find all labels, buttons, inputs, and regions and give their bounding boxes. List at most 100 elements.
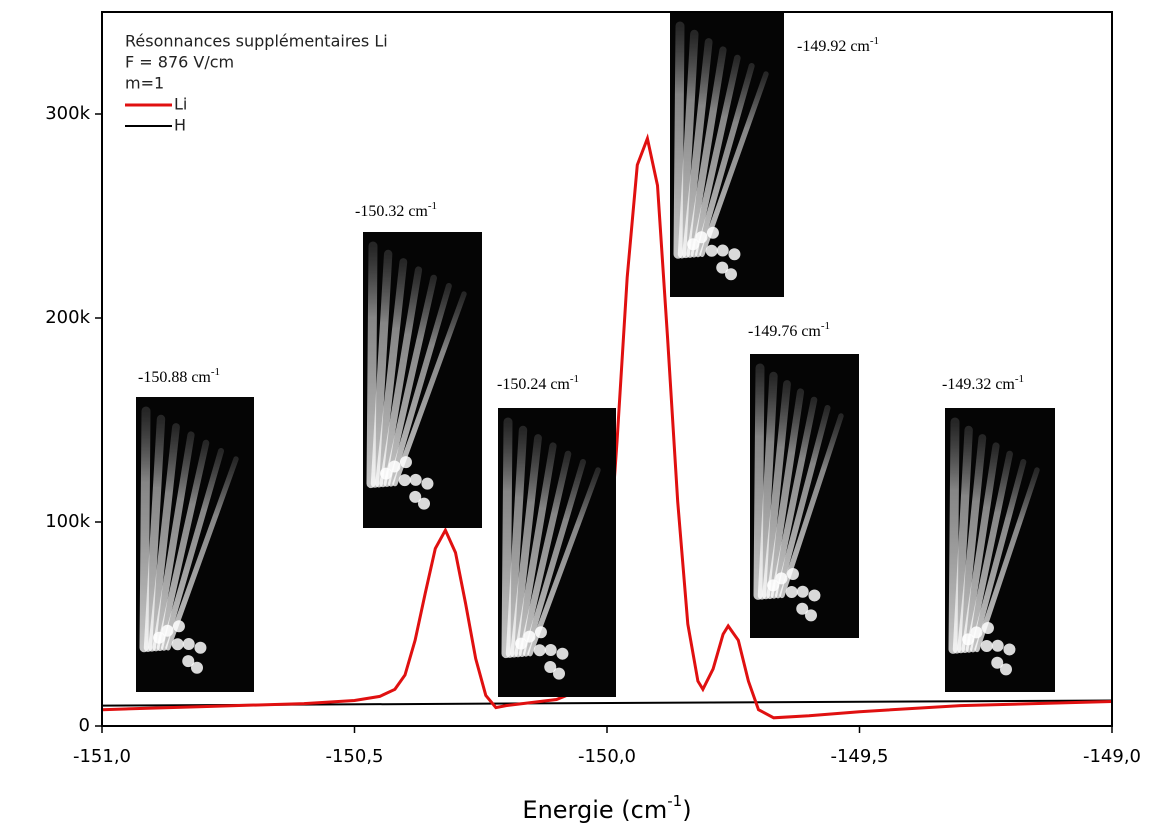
inset-blob	[786, 567, 799, 580]
inset-ray	[775, 405, 831, 599]
inset-blob	[785, 585, 798, 598]
inset-label-text: -150.32 cm	[355, 203, 428, 220]
inset-blob	[805, 609, 817, 622]
inset-blob	[534, 626, 547, 639]
inset-blob	[796, 585, 809, 598]
inset-label: -149.92 cm-1	[797, 35, 879, 55]
inset-blob	[706, 226, 719, 239]
y-tick-label: 0	[79, 715, 90, 736]
inset-blob	[728, 248, 741, 261]
inset-label-sup: -1	[1015, 373, 1024, 385]
inset-label-sup: -1	[211, 366, 220, 378]
inset-ray	[682, 38, 713, 259]
inset-ray	[952, 425, 973, 654]
inset-label-sup: -1	[821, 320, 830, 332]
inset-ray	[161, 448, 224, 651]
legend-title: F = 876 V/cm	[125, 53, 234, 72]
inset-ray	[695, 63, 755, 258]
inset-blob	[515, 637, 527, 650]
inset-blob	[380, 467, 392, 480]
x-tick-label: -151,0	[73, 746, 131, 767]
inset-label-text: -149.92 cm	[797, 38, 870, 55]
inset-label-sup: -1	[870, 35, 879, 47]
inset-blob	[182, 638, 195, 651]
inset-ray	[501, 417, 513, 659]
inset-ray	[148, 423, 180, 652]
inset-blob	[544, 643, 557, 656]
inset-blob	[991, 656, 1004, 669]
inset-ray	[370, 249, 393, 488]
inset-ray	[165, 456, 239, 651]
inset-blob	[194, 641, 207, 654]
inset-ray	[965, 450, 1013, 653]
inset-blob	[182, 655, 195, 668]
inset-blob	[970, 626, 983, 639]
x-axis-label: Energie (cm-1)	[522, 792, 691, 825]
inset-blob	[808, 589, 821, 602]
inset-blob	[687, 238, 699, 251]
inset-blob	[796, 602, 809, 615]
inset-label-text: -150.88 cm	[138, 369, 211, 386]
inset-ray	[375, 258, 408, 488]
inset-ray	[379, 266, 423, 488]
inset-label-text: -149.76 cm	[748, 323, 821, 340]
inset-blob	[556, 647, 569, 660]
inset-blob	[767, 579, 779, 592]
inset-blob	[153, 631, 165, 644]
inset-ray	[779, 413, 844, 599]
inset-blob	[398, 474, 411, 487]
inset-ray	[527, 467, 601, 657]
inset-blob	[172, 620, 185, 633]
inset-ray	[766, 388, 805, 600]
inset-ray	[383, 274, 437, 487]
inset-blob	[409, 490, 422, 503]
inset-blob	[544, 660, 557, 673]
inset-ray	[388, 283, 452, 487]
x-tick-label: -150,0	[578, 746, 636, 767]
inset-blob	[725, 268, 737, 281]
inset-ray	[152, 431, 195, 652]
inset-ray	[948, 417, 960, 654]
inset-ray	[143, 414, 166, 652]
inset-blob	[705, 244, 718, 257]
inset-ray	[677, 29, 699, 259]
inset-label: -149.32 cm-1	[942, 373, 1024, 393]
inset-ray	[518, 450, 572, 657]
inset-blob	[421, 477, 434, 490]
inset-blob	[980, 639, 993, 652]
inset-blob	[716, 261, 729, 274]
inset-label: -150.32 cm-1	[355, 200, 437, 220]
inset-ray	[510, 434, 542, 658]
inset-blob	[523, 630, 536, 643]
inset-label-text: -150.24 cm	[497, 376, 570, 393]
inset-blob	[991, 639, 1004, 652]
inset-ray	[961, 442, 1000, 654]
inset-ray	[757, 371, 778, 600]
legend-label: Li	[174, 95, 187, 114]
x-label-text: Energie (cm	[522, 796, 667, 824]
x-tick-label: -149,0	[1083, 746, 1141, 767]
inset-blob	[409, 473, 422, 486]
inset-label: -150.24 cm-1	[497, 373, 579, 393]
x-label-sup: -1	[667, 792, 682, 810]
legend-title: m=1	[125, 74, 164, 93]
plot-frame	[101, 11, 1113, 727]
inset-blob	[981, 621, 994, 634]
inset-blob	[775, 572, 788, 585]
inset-blob	[171, 638, 184, 651]
inset-blob	[191, 661, 203, 674]
legend-title: Résonnances supplémentaires Li	[125, 32, 388, 51]
inset-ray	[505, 425, 528, 658]
x-tick-label: -149,5	[830, 746, 888, 767]
inset-ray	[957, 434, 987, 654]
inset-blob	[1000, 663, 1012, 676]
inset-blob	[1003, 643, 1016, 656]
inset-blob	[716, 244, 729, 257]
inset-ray	[753, 363, 765, 600]
inset-ray	[523, 459, 586, 657]
y-tick-label: 300k	[45, 103, 90, 124]
inset-blob	[553, 667, 565, 680]
inset-ray	[673, 21, 685, 259]
inset-ray	[770, 396, 818, 599]
